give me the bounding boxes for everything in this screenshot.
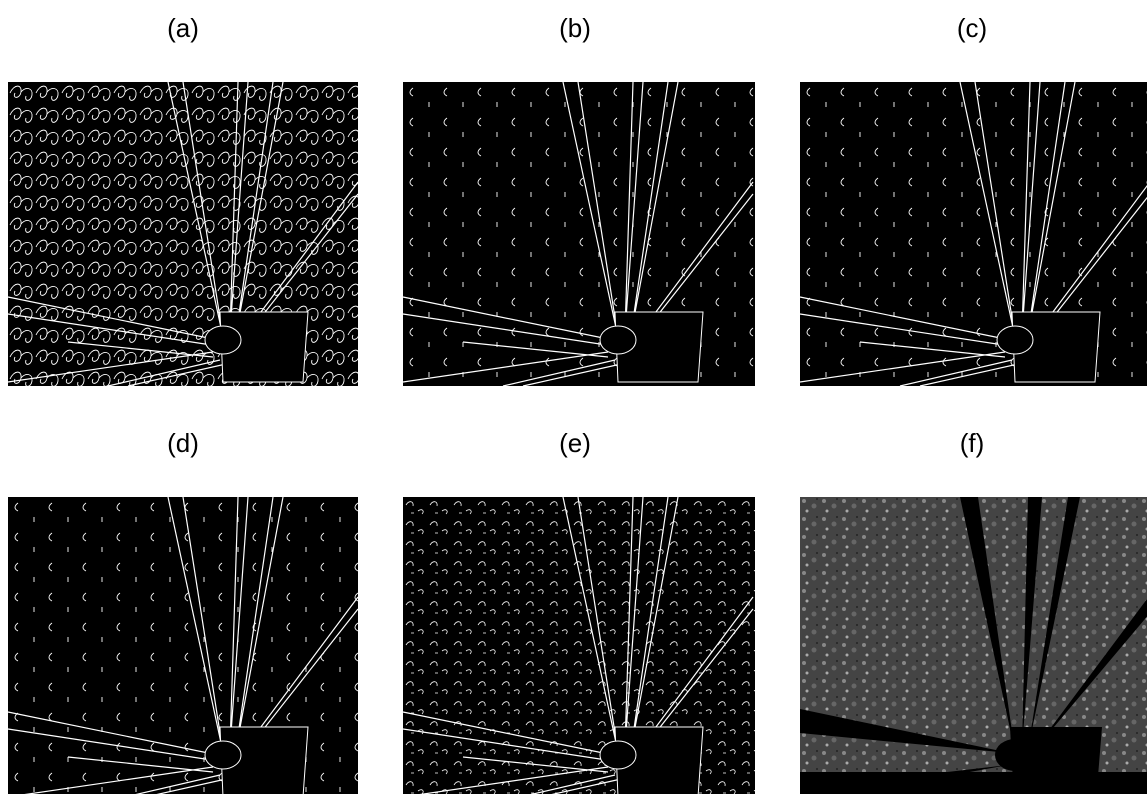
panel-image [403, 82, 755, 386]
panel-label: (d) [167, 428, 199, 458]
panel-image [8, 82, 358, 386]
panel-label: (c) [957, 13, 987, 43]
page: (a) (b) (c) (d) (e) (f) (() => { const d… [0, 0, 1147, 794]
panel-image [8, 497, 358, 794]
figure: (a) (b) (c) (d) (e) (f) [0, 0, 1147, 794]
panel-label: (b) [559, 13, 591, 43]
panel-label: (a) [167, 13, 199, 43]
panel-image [403, 497, 755, 794]
panel-label: (e) [559, 428, 591, 458]
panel-label: (f) [960, 428, 985, 458]
panel-image [800, 82, 1147, 386]
panel-image [800, 497, 1147, 794]
